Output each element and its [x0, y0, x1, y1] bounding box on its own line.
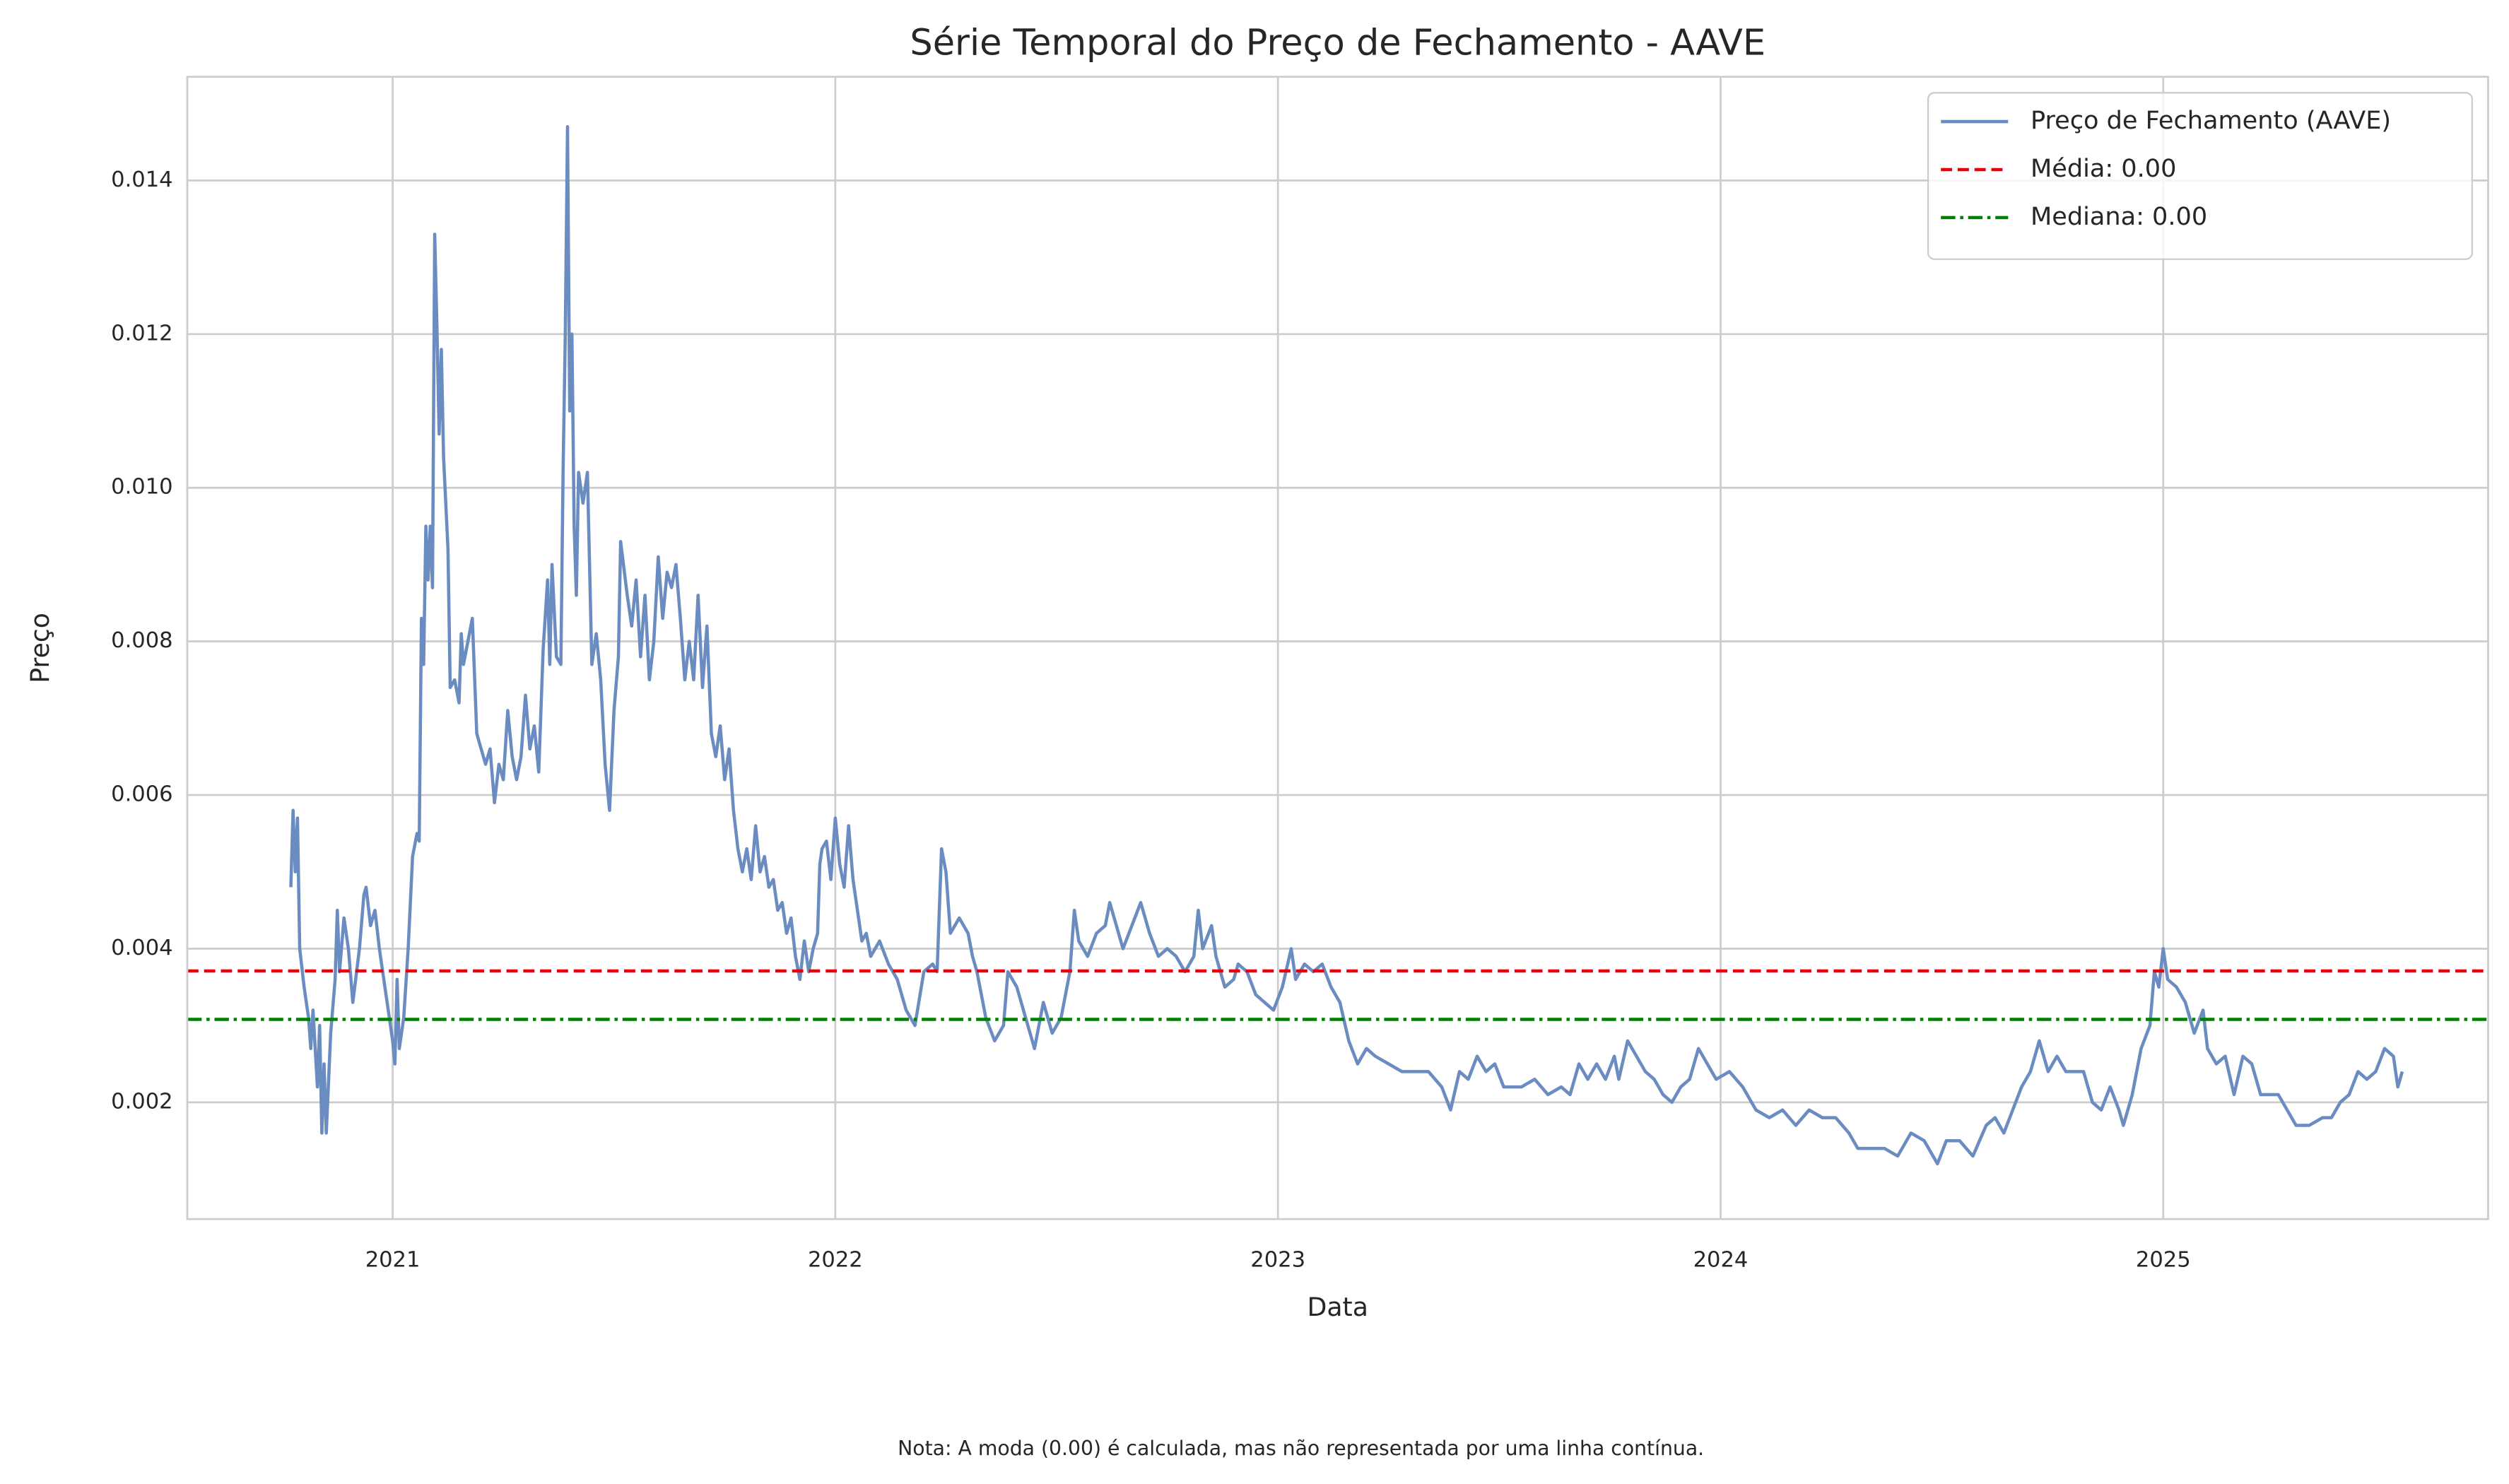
y-tick-label: 0.002	[111, 1089, 172, 1114]
note: Nota: A moda (0.00) é calculada, mas não…	[898, 1437, 1704, 1460]
x-tick-label: 2022	[808, 1247, 863, 1272]
legend-box	[1927, 92, 2473, 260]
plot-area	[187, 125, 2489, 1166]
legend-label: Média: 0.00	[2031, 154, 2176, 183]
y-tick-label: 0.014	[111, 167, 172, 192]
y-axis-label: Preço	[25, 613, 55, 683]
price-line	[289, 125, 2404, 1166]
x-axis-label: Data	[1307, 1292, 1368, 1322]
axes-frame	[186, 76, 2489, 1220]
y-tick-label: 0.004	[111, 936, 172, 960]
y-tick-label: 0.012	[111, 321, 172, 346]
y-tick-label: 0.008	[111, 628, 172, 653]
legend-label: Mediana: 0.00	[2031, 202, 2207, 231]
y-tick-label: 0.006	[111, 782, 172, 807]
y-tick-label: 0.010	[111, 475, 172, 500]
legend: Preço de Fechamento (AAVE) Média: 0.00 Med…	[1927, 92, 2473, 260]
chart-title: Série Temporal do Preço de Fechamento - …	[910, 22, 1765, 64]
x-tick-label: 2024	[1693, 1247, 1749, 1272]
x-tick-label: 2025	[2136, 1247, 2191, 1272]
x-tick-label: 2023	[1250, 1247, 1305, 1272]
x-tick-label: 2021	[365, 1247, 421, 1272]
legend-label: Preço de Fechamento (AAVE)	[2031, 106, 2391, 135]
